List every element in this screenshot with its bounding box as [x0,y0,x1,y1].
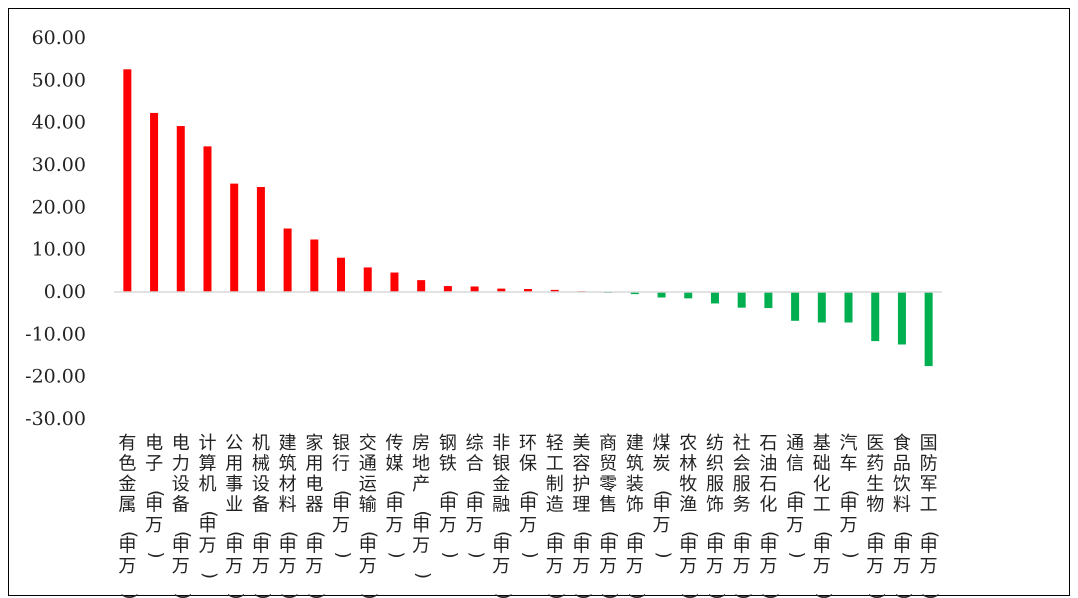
x-category-label: 汽车(申万) [840,433,861,559]
y-tick-label: 40.00 [32,112,86,134]
x-category-label: 非银金融(申万) [492,433,513,598]
y-tick-label: 20.00 [32,196,86,218]
category-labels: 有色金属(申万) 电子(申万) 电力设备(申万)计算机(申万) 公用事业(申万) 机械设… [118,433,941,598]
bar [550,289,559,292]
y-tick-label: 50.00 [32,69,86,91]
x-category-label: 农林牧渔(申万) [679,433,700,598]
x-category-label: 通信(申万) [786,433,807,559]
x-category-label: 石油石化(申万) [759,433,780,598]
x-category-label: 家用电器(申万) [305,433,326,598]
bar [417,280,426,292]
bar [897,292,906,345]
bar [150,112,159,293]
bar [871,292,880,342]
x-category-label: 房地产(申万) [412,433,433,579]
x-category-label: 交通运输(申万) [359,433,380,598]
x-category-label: 电力设备(申万) [172,433,193,598]
bar [470,286,479,292]
x-category-label: 钢铁(申万) [439,433,460,559]
bar [337,257,346,292]
x-category-label: 建筑材料(申万) [279,433,300,598]
bar [791,292,800,321]
bar [390,272,399,292]
bar [737,292,746,308]
x-category-label: 食品饮料(申万) [893,433,914,598]
bar [203,146,212,292]
x-category-label: 社会服务(申万) [733,433,754,598]
bar [310,239,319,292]
bar [283,228,292,292]
y-tick-label: 0.00 [44,281,86,303]
x-category-label: 传媒(申万) [385,433,406,559]
x-category-label: 轻工制造(申万) [546,433,567,598]
y-axis-ticks: 60.00 50.00 40.00 30.00 20.00 10.00 0.00 -10.00… [25,27,86,430]
bar [844,292,853,323]
bar [230,183,239,292]
y-tick-label: -30.00 [25,408,86,430]
bars [123,69,933,367]
x-category-label: 银行(申万) [332,433,353,559]
x-category-label: 美容护理(申万) [572,433,593,598]
y-tick-label: -10.00 [25,323,86,345]
bar [657,292,666,298]
x-category-label: 煤炭(申万) [653,433,674,559]
bar [176,126,185,292]
chart-frame [8,8,1070,596]
bar [256,187,265,292]
x-category-label: 国防军工(申万) [920,433,941,598]
x-category-label: 纺织服饰(申万) [706,433,727,598]
y-tick-label: 30.00 [32,154,86,176]
bar [497,288,506,292]
x-category-label: 建筑装饰(申万) [626,433,647,598]
y-tick-label: 60.00 [32,27,86,49]
y-tick-label: -20.00 [25,366,86,388]
x-category-label: 基础化工(申万) [813,433,834,598]
x-category-label: 环保(申万) [519,433,540,559]
bar [710,292,719,304]
x-category-label: 商贸零售(申万) [599,433,620,598]
x-category-label: 机械设备(申万) [252,433,273,598]
bar [443,286,452,292]
bar [764,292,773,309]
x-category-label: 公用事业(申万) [225,433,246,598]
bar [524,289,532,292]
bar [684,292,693,299]
y-tick-label: 10.00 [32,239,86,261]
bar [363,267,372,292]
bar [924,292,933,367]
x-category-label: 计算机(申万) [198,433,219,579]
x-category-label: 有色金属(申万) [118,433,139,598]
bar [123,69,132,293]
x-category-label: 医药生物(申万) [866,433,887,598]
bar [630,292,639,295]
bar [817,292,826,323]
x-category-label: 综合(申万) [466,433,487,559]
x-category-label: 电子(申万) [145,433,166,559]
